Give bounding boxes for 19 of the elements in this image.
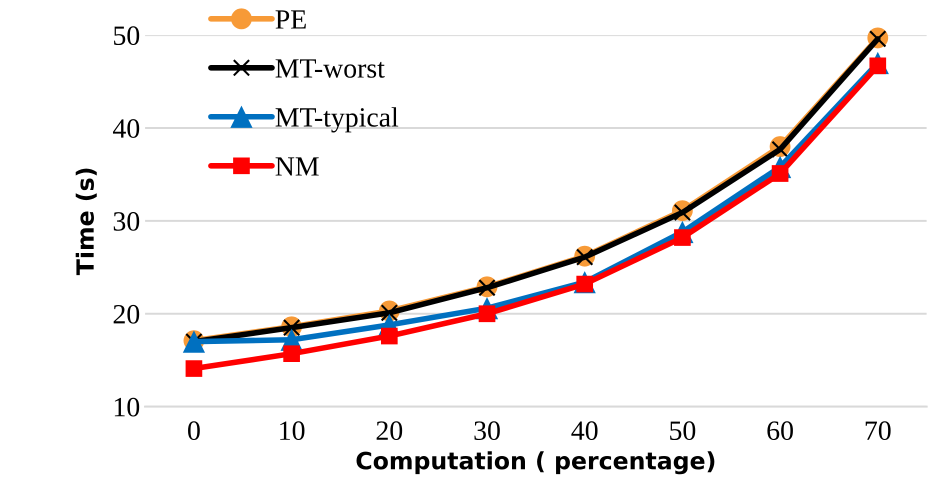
x-axis-title: Computation ( percentage): [356, 451, 714, 474]
legend-label: MT-typical: [276, 107, 398, 132]
x-tick-label: 40: [571, 421, 598, 440]
x-tick-label: 70: [866, 421, 891, 440]
y-tick-label: 10: [114, 398, 140, 417]
legend-label: MT-worst: [276, 59, 385, 78]
x-tick-label: 60: [767, 421, 793, 440]
legend-label: NM: [276, 157, 319, 176]
x-tick-label: 10: [280, 421, 304, 440]
y-tick-label: 40: [112, 119, 140, 138]
x-tick-label: 50: [670, 421, 696, 440]
y-tick-label: 50: [114, 26, 140, 46]
y-tick-label: 30: [114, 212, 140, 231]
y-tick-label: 20: [114, 304, 140, 324]
legend-label: PE: [276, 10, 306, 29]
x-tick-label: 20: [376, 421, 402, 440]
x-tick-label: 0: [188, 421, 200, 440]
x-tick-label: 30: [474, 421, 500, 440]
y-axis-title: Time (s): [76, 168, 97, 276]
